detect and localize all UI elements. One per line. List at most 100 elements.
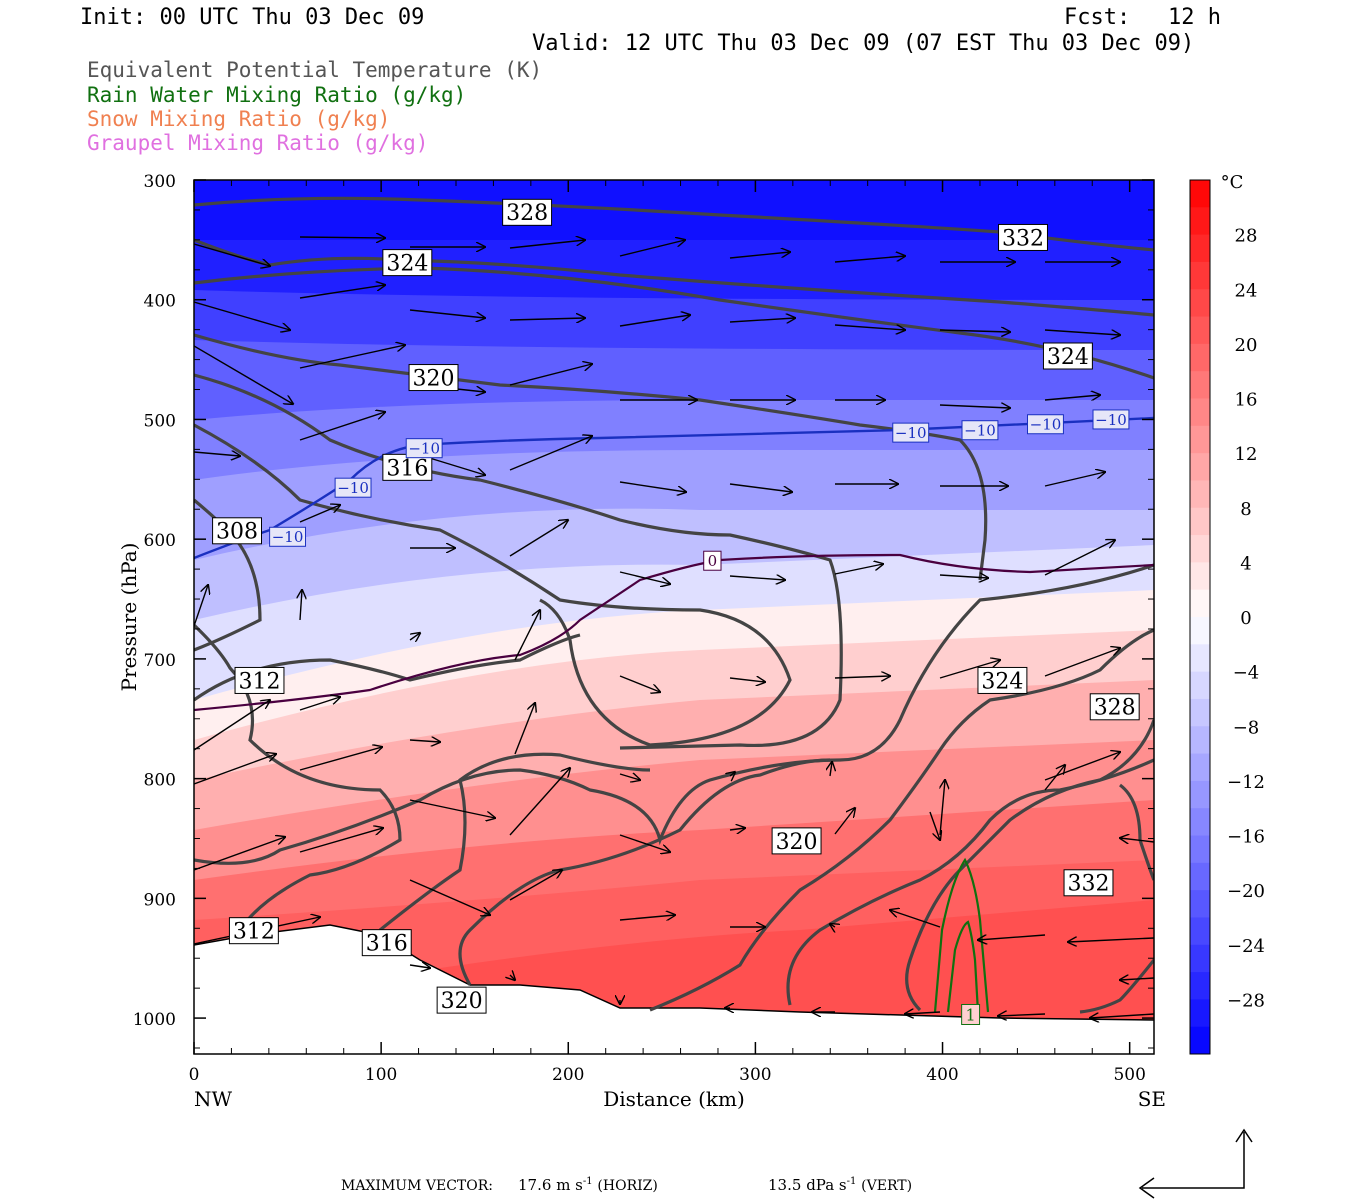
wind-vector-50 [834, 676, 890, 678]
theta-e-label-1: 332 [1002, 226, 1044, 251]
colorbar-step-10 [1190, 480, 1210, 509]
colorbar-step-2 [1190, 589, 1210, 618]
theta-e-label-0-box [502, 198, 553, 226]
wind-vector-3 [619, 240, 685, 257]
vert-exp: -1 [846, 1176, 857, 1187]
wind-vector-36 [299, 505, 340, 523]
colorbar-step--14 [1190, 808, 1210, 836]
colorbar-step--18 [1190, 862, 1210, 891]
x-tick-label-1: 100 [365, 1065, 397, 1085]
wind-vector-82 [510, 975, 515, 980]
wind-vector-62 [194, 754, 276, 785]
wind-vector-44 [194, 585, 208, 627]
terrain-mask [194, 925, 1154, 1054]
colorbar-step--26 [1190, 972, 1210, 1000]
wind-vector-16 [1044, 329, 1120, 335]
y-tick-label-1: 400 [144, 292, 176, 312]
wind-vector-49 [729, 678, 765, 682]
theta-e-contour-12 [649, 628, 1154, 1012]
theta-e-label-0: 328 [506, 201, 548, 226]
wind-vector-75 [619, 915, 675, 920]
theta-e-label-13-box [361, 929, 412, 957]
wind-vector-40 [729, 576, 785, 580]
wind-vector-64 [409, 799, 495, 818]
wind-vector-58 [730, 772, 735, 776]
wind-vector-18 [299, 345, 405, 369]
wind-vector-79 [978, 934, 1046, 940]
wind-vector-56 [514, 703, 535, 755]
end-label-right: SE [1138, 1087, 1166, 1111]
isotherm-label-3: −10 [895, 424, 927, 442]
wind-vector-9 [299, 285, 385, 299]
colorbar-step-12 [1190, 453, 1210, 481]
theta-e-contour-1 [194, 238, 1154, 317]
theta-e-label-2-box [382, 249, 433, 277]
y-tick-label-2: 500 [144, 411, 176, 431]
theta-e-label-5-box [382, 453, 433, 481]
temp-band-8 [194, 590, 1154, 780]
wind-vector-67 [729, 828, 745, 830]
theta-e-contour-10 [379, 752, 651, 932]
colorbar-frame [1189, 179, 1211, 1055]
theta-e-label-8: 324 [981, 669, 1023, 694]
colorbar-step--2 [1190, 644, 1210, 673]
isotherm-label-1: −10 [337, 479, 369, 497]
wind-vector-71 [194, 837, 285, 871]
wind-vector-72 [299, 828, 383, 853]
theta-e-label-3-box [1042, 342, 1093, 370]
theta-e-label-14: 320 [441, 989, 483, 1014]
theta-e-contour-4 [194, 373, 843, 750]
isotherm-label-5: −10 [1030, 416, 1062, 434]
colorbar-step--4 [1190, 671, 1210, 700]
isotherm-label-2-box [269, 526, 307, 547]
horiz-tag: (HORIZ) [597, 1178, 658, 1194]
wind-vector-15 [939, 330, 1010, 332]
theta-e-label-5: 316 [386, 456, 428, 481]
wind-vector-47 [514, 610, 540, 661]
y-tick-label-4: 700 [144, 651, 176, 671]
rain-label: 1 [966, 1005, 976, 1024]
wind-vector-66 [619, 834, 670, 852]
wind-vector-42 [939, 575, 988, 578]
legend-snow: Snow Mixing Ratio (g/kg) [87, 107, 391, 131]
legend-graupel: Graupel Mixing Ratio (g/kg) [87, 131, 429, 155]
max-vert-value: 13.5 dPa s-1 (VERT) [768, 1176, 912, 1194]
theta-e-contour-11 [458, 758, 831, 986]
terrain-line [194, 924, 1154, 1021]
wind-vector-10 [409, 309, 485, 318]
wind-vector-63 [299, 747, 382, 771]
theta-e-contour-15 [1079, 959, 1154, 1014]
x-tick-label-3: 300 [739, 1065, 771, 1085]
wind-vector-90 [1120, 838, 1154, 842]
rain-label-box [961, 1003, 981, 1025]
colorbar-step-30 [1190, 207, 1210, 236]
wind-vector-20 [509, 364, 592, 386]
colorbar-tick-label-10: −12 [1227, 772, 1265, 793]
colorbar-tick-label-13: −24 [1227, 936, 1265, 957]
theta-e-contour-3 [194, 333, 988, 581]
wind-vector-2 [509, 240, 585, 249]
colorbar-step-0 [1190, 617, 1210, 645]
theta-e-label-1-box [998, 223, 1048, 251]
wind-vector-70 [1044, 765, 1065, 791]
theta-e-label-7-box [234, 666, 285, 694]
reference-vector-icon [1138, 1128, 1253, 1199]
theta-e-label-9-box [1089, 693, 1140, 721]
wind-vector-57 [619, 774, 640, 780]
wind-vector-45 [300, 590, 302, 621]
wind-vector-43 [1044, 540, 1115, 576]
theta-e-label-4-box [408, 364, 459, 392]
wind-vector-51 [939, 660, 1000, 679]
colorbar-tick-label-0: 28 [1235, 226, 1258, 247]
wind-vector-65 [509, 768, 570, 836]
isotherm-label-4-box [961, 420, 999, 441]
wind-vector-87 [998, 1014, 1046, 1016]
wind-vector-41 [834, 564, 883, 575]
colorbar-step--30 [1190, 1026, 1210, 1055]
wind-vector-12 [619, 315, 690, 327]
y-axis-title: Pressure (hPa) [117, 543, 141, 692]
wind-vector-81 [409, 965, 430, 968]
valid-time: Valid: 12 UTC Thu 03 Dec 09 (07 EST Thu … [532, 31, 1195, 56]
wind-vector-25 [1044, 395, 1100, 400]
colorbar-step--12 [1190, 780, 1210, 809]
